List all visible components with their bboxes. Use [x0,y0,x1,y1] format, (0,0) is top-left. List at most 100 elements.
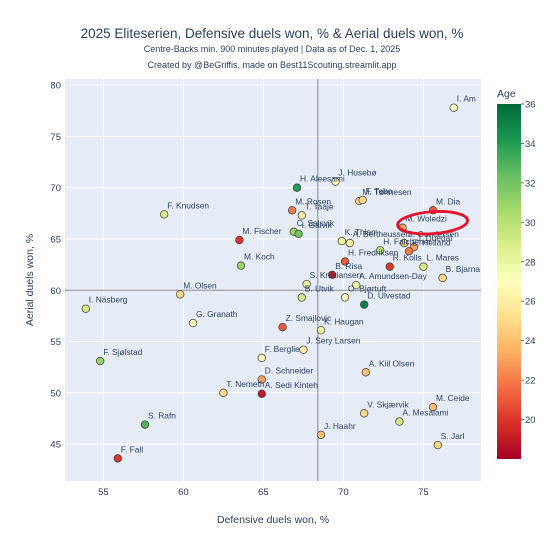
point-label: A. Mesalami [402,408,448,418]
point-o-bj-rtuft[interactable] [340,293,350,302]
point-j-haahr[interactable] [316,430,326,440]
point-f-fall[interactable] [113,454,122,463]
point-label: M. Ceide [436,393,470,403]
point-r-kolls[interactable] [385,262,394,271]
point-label: C. Salsvik [297,218,335,228]
point-label: J. Sery Larsen [306,336,360,346]
point-m-olsen[interactable] [176,290,185,299]
point-h-fredriksen[interactable] [340,257,350,266]
colorbar-tick-label: 36 [525,100,536,111]
point-label: B. Risa [335,261,362,271]
point-s-kristiansen[interactable] [302,279,311,289]
point-i-galvik[interactable] [294,229,303,239]
chart-credit: Created by @BeGriffis, made on Best11Sco… [148,60,397,70]
point-b-utvik[interactable] [297,293,306,302]
point-v-skj-rvik[interactable] [360,409,369,418]
colorbar-ticks: 20 22 24 26 28 30 32 34 36 [521,100,536,426]
point-s-jarl[interactable] [433,440,442,450]
point-l-mares[interactable] [419,262,428,271]
point-j-sery-larsen[interactable] [299,345,308,354]
y-tick-label: 55 [50,337,61,348]
point-a-sedi-kinteh[interactable] [257,389,266,398]
point-b-risa[interactable] [328,270,337,280]
chart-title: 2025 Eliteserien, Defensive duels won, %… [81,26,464,41]
point-label: A. Kiil Olsen [369,358,415,368]
point-z-smajlovic[interactable] [278,323,287,332]
point-label: H. Falchener [383,236,431,246]
point-t-taaje[interactable] [297,211,306,220]
colorbar-tick-label: 24 [525,336,536,347]
point-label: S. Kristiansen [310,270,362,280]
y-tick-label: 50 [50,388,61,399]
age-colorbar: Age 20 22 24 26 28 30 32 34 36 [497,88,536,459]
colorbar-tick-label: 30 [525,218,536,229]
point-label: J. Duedal [417,233,453,243]
highlight-circle [396,210,469,236]
colorbar-tick-label: 32 [525,178,536,189]
colorbar-title: Age [497,88,516,100]
data-points [81,103,458,463]
point-label: M. Tønnesen [362,187,412,197]
point-label: H. Aleesami [300,174,345,184]
point-label: L. Mares [426,253,459,263]
colorbar-tick-label: 22 [525,376,536,387]
point-d-ulvestad[interactable] [360,300,369,309]
point-label: M. Dia [436,196,461,206]
point-g-granath[interactable] [188,318,198,328]
point-label: A. Sedi Kinteh [265,380,318,390]
point-label: G. Granath [196,309,238,319]
point-t-nemeth[interactable] [219,388,228,397]
y-tick-label: 65 [50,234,61,245]
point-a-amundsen-day[interactable] [352,280,361,290]
point-label: M. Woledzi [406,214,447,224]
point-label: B. Bjarna [446,264,481,274]
point-m-koch[interactable] [236,261,246,270]
point-f-berglie[interactable] [257,353,266,363]
x-tick-label: 75 [418,487,429,498]
point-label: V. Skjærvik [367,399,409,409]
point-h-aleesami[interactable] [292,183,302,192]
x-tick-label: 70 [338,487,349,498]
point-i-n-sberg[interactable] [81,304,90,313]
point-label: F. Tebo [366,186,393,196]
point-label: S. Jarl [441,431,465,441]
point-s-gundersen[interactable] [400,238,409,248]
point-label: A. Bertheussen [353,229,411,239]
point-e-helland[interactable] [404,247,414,256]
point-label: J. Husebø [338,168,376,178]
point-label: M. Fischer [242,226,281,236]
point-a-kiil-olsen[interactable] [361,368,370,377]
point-label: I. Galvik [302,220,333,230]
point-i-am[interactable] [449,103,458,112]
point-label: M. Olsen [183,280,217,290]
point-m-rosen[interactable] [288,206,297,215]
point-a-mesalami[interactable] [395,417,404,426]
point-label: D. Schneider [265,365,314,375]
point-label: O. Bjørtuft [348,283,387,293]
point-label: B. Utvik [305,283,335,293]
point-h-falchener[interactable] [376,246,385,255]
point-label: E. Helland [412,237,451,247]
point-label: H. Fredriksen [348,248,399,258]
point-f-knudsen[interactable] [160,210,169,219]
point-k-haugan[interactable] [316,326,326,335]
point-b-bjarna[interactable] [438,273,447,283]
point-m-ceide[interactable] [428,403,438,412]
point-m-fischer[interactable] [235,235,244,245]
point-label: F. Berglie [265,344,300,354]
y-tick-label: 45 [50,440,61,451]
point-f-sj-lstad[interactable] [96,356,105,366]
chart-subtitle: Centre-Backs min. 900 minutes played | D… [144,44,400,54]
point-f-tebo[interactable] [358,195,367,205]
point-j-huseb[interactable] [331,177,340,186]
y-tick-label: 75 [50,132,61,143]
axis-ticks: 55 60 65 70 75 45 50 55 60 65 70 75 80 [50,81,428,498]
point-d-schneider[interactable] [257,375,266,384]
point-a-bertheussen[interactable] [345,238,354,248]
plot-area [65,79,481,481]
point-k-thiam[interactable] [337,236,346,246]
point-label: F. Knudsen [167,200,209,210]
colorbar-tick-label: 28 [525,257,536,268]
point-s-rafn[interactable] [140,420,150,429]
